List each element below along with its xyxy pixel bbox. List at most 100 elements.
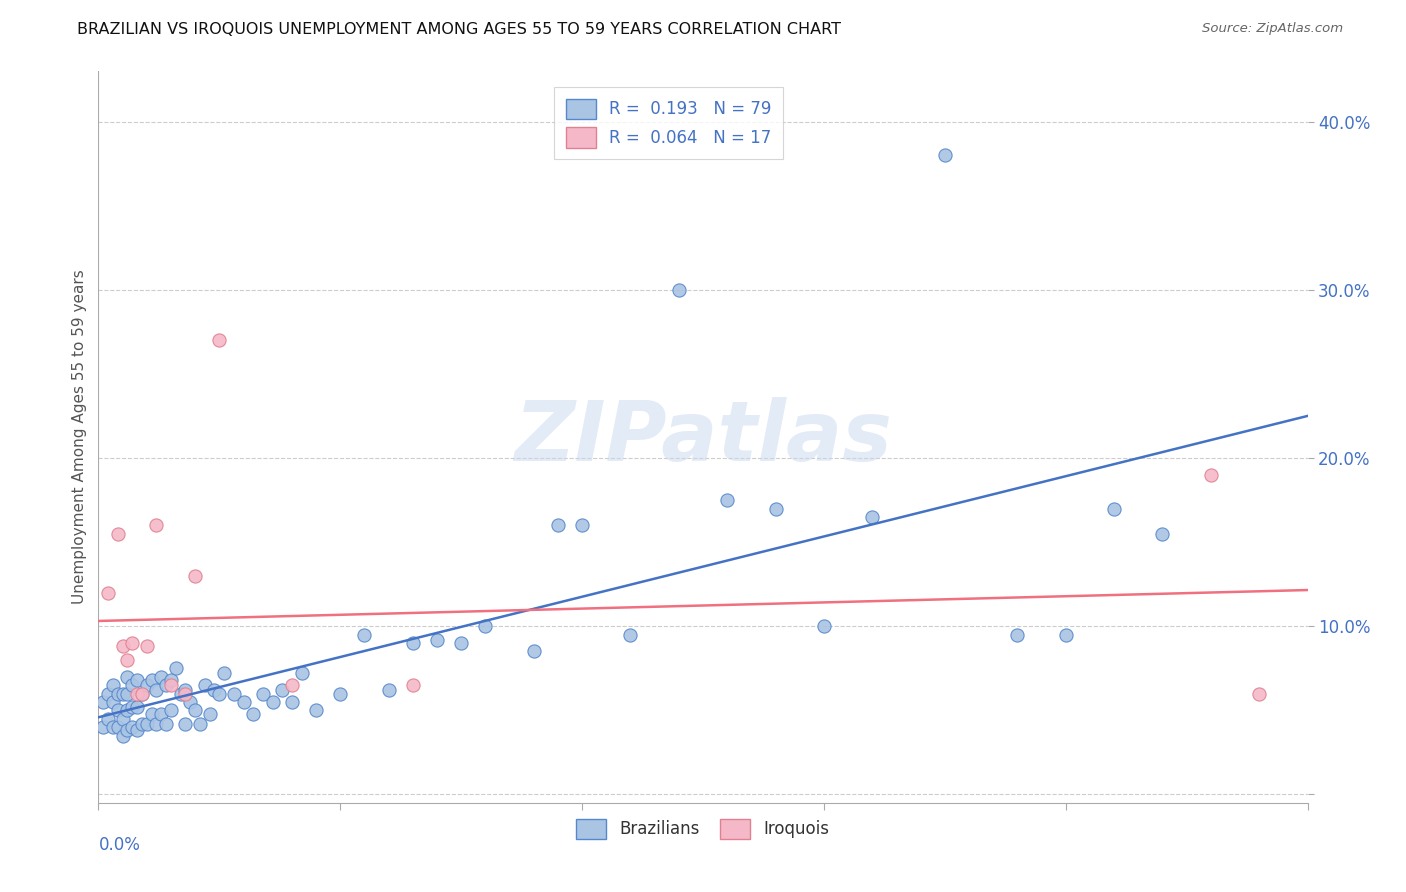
Point: [101, 695, 124, 709]
Point: [426, 632, 449, 647]
Point: [1054, 627, 1077, 641]
Point: [135, 678, 157, 692]
Point: [1102, 501, 1125, 516]
Point: [155, 678, 177, 692]
Point: [111, 729, 134, 743]
Point: [145, 518, 167, 533]
Point: [97, 585, 120, 599]
Point: [402, 636, 425, 650]
Point: [934, 148, 956, 162]
Point: [174, 683, 197, 698]
Point: [150, 670, 173, 684]
Text: 0.0%: 0.0%: [98, 836, 141, 854]
Point: [474, 619, 496, 633]
Point: [131, 686, 153, 700]
Point: [107, 703, 129, 717]
Point: [135, 640, 157, 654]
Y-axis label: Unemployment Among Ages 55 to 59 years: Unemployment Among Ages 55 to 59 years: [72, 269, 87, 605]
Point: [117, 670, 139, 684]
Point: [150, 706, 173, 721]
Point: [169, 686, 191, 700]
Point: [160, 673, 183, 687]
Point: [107, 720, 129, 734]
Point: [1152, 526, 1174, 541]
Point: [571, 518, 593, 533]
Point: [131, 686, 153, 700]
Text: BRAZILIAN VS IROQUOIS UNEMPLOYMENT AMONG AGES 55 TO 59 YEARS CORRELATION CHART: BRAZILIAN VS IROQUOIS UNEMPLOYMENT AMONG…: [77, 22, 841, 37]
Point: [155, 716, 177, 731]
Point: [765, 501, 787, 516]
Point: [281, 695, 304, 709]
Point: [222, 686, 245, 700]
Point: [127, 723, 149, 738]
Point: [305, 703, 328, 717]
Point: [290, 666, 312, 681]
Point: [271, 683, 294, 698]
Point: [252, 686, 274, 700]
Point: [145, 716, 167, 731]
Point: [111, 640, 134, 654]
Point: [131, 716, 153, 731]
Point: [232, 695, 254, 709]
Point: [91, 720, 114, 734]
Point: [117, 703, 139, 717]
Point: [1249, 686, 1271, 700]
Legend: Brazilians, Iroquois: Brazilians, Iroquois: [569, 812, 837, 846]
Point: [194, 678, 217, 692]
Point: [101, 720, 124, 734]
Point: [174, 716, 197, 731]
Point: [121, 700, 143, 714]
Point: [107, 686, 129, 700]
Point: [141, 706, 163, 721]
Point: [668, 283, 690, 297]
Point: [121, 720, 143, 734]
Point: [97, 686, 120, 700]
Point: [1199, 467, 1222, 482]
Point: [179, 695, 201, 709]
Point: [1007, 627, 1029, 641]
Point: [117, 723, 139, 738]
Point: [160, 703, 183, 717]
Point: [377, 683, 399, 698]
Point: [262, 695, 284, 709]
Point: [145, 683, 167, 698]
Point: [165, 661, 187, 675]
Point: [117, 686, 139, 700]
Point: [619, 627, 641, 641]
Point: [174, 686, 197, 700]
Point: [242, 706, 264, 721]
Point: [184, 569, 207, 583]
Point: [91, 695, 114, 709]
Point: [523, 644, 546, 658]
Point: [204, 683, 226, 698]
Point: [208, 686, 231, 700]
Point: [353, 627, 375, 641]
Point: [402, 678, 425, 692]
Point: [127, 686, 149, 700]
Point: [212, 666, 235, 681]
Text: Source: ZipAtlas.com: Source: ZipAtlas.com: [1202, 22, 1343, 36]
Point: [127, 700, 149, 714]
Point: [111, 686, 134, 700]
Text: ZIPatlas: ZIPatlas: [515, 397, 891, 477]
Point: [121, 678, 143, 692]
Point: [547, 518, 569, 533]
Point: [198, 706, 221, 721]
Point: [208, 334, 231, 348]
Point: [107, 526, 129, 541]
Point: [101, 678, 124, 692]
Point: [135, 716, 157, 731]
Point: [117, 653, 139, 667]
Point: [329, 686, 352, 700]
Point: [97, 712, 120, 726]
Point: [813, 619, 835, 633]
Point: [111, 712, 134, 726]
Point: [141, 673, 163, 687]
Point: [184, 703, 207, 717]
Point: [860, 510, 883, 524]
Point: [281, 678, 304, 692]
Point: [160, 678, 183, 692]
Point: [121, 636, 143, 650]
Point: [188, 716, 211, 731]
Point: [716, 493, 738, 508]
